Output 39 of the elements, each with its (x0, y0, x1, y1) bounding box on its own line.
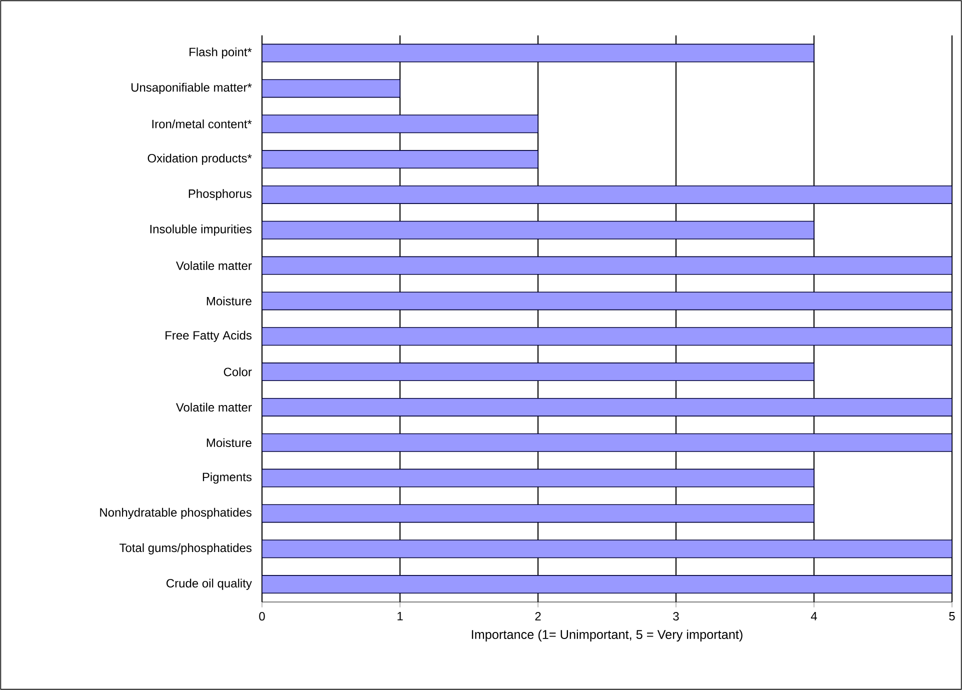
y-tick-label: Color (224, 367, 252, 376)
bar (262, 327, 952, 346)
y-tick-label: Moisture (206, 438, 252, 448)
y-tick-label: Flash point* (190, 47, 252, 59)
x-tick-label: 2 (535, 612, 541, 620)
bar (262, 292, 952, 310)
bar (262, 150, 538, 169)
bar (262, 220, 814, 240)
x-axis-title: Importance (1= Unimportant, 5 = Very important) (472, 630, 742, 642)
x-tick-label: 5 (949, 612, 955, 620)
bar (262, 575, 952, 594)
y-tick-label: Crude oil quality (166, 578, 252, 590)
bar (262, 398, 952, 416)
bar (262, 468, 814, 488)
y-tick-label: Iron/metal content* (152, 119, 252, 128)
y-tick-label: Phosphorus (188, 189, 252, 200)
y-tick-label: Pigments (202, 472, 252, 484)
y-tick-label: Free Fatty Acids (166, 330, 252, 342)
x-tick-label: 3 (673, 612, 679, 621)
y-tick-label: Total gums/phosphatides (119, 543, 252, 554)
bar (262, 433, 952, 452)
y-tick-label: Moisture (206, 296, 252, 306)
bar (262, 256, 952, 275)
y-tick-label: Insoluble impurities (150, 224, 252, 236)
x-tick-label: 4 (810, 612, 817, 620)
bar (262, 79, 400, 98)
y-tick-label: Volatile matter (176, 402, 252, 412)
y-tick-label: Unsaponifiable matter* (131, 82, 252, 94)
bar (262, 504, 814, 523)
x-tick-label: 1 (398, 612, 403, 620)
bar (262, 540, 952, 558)
y-tick-label: Oxidation products* (148, 154, 252, 165)
y-tick-label: Volatile matter (176, 261, 252, 270)
bar (262, 44, 814, 62)
y-tick-label: Nonhydratable phosphatides (100, 508, 252, 520)
bar (262, 362, 814, 382)
bar (262, 114, 538, 134)
x-tick-label: 0 (259, 612, 265, 621)
bar (262, 185, 952, 204)
